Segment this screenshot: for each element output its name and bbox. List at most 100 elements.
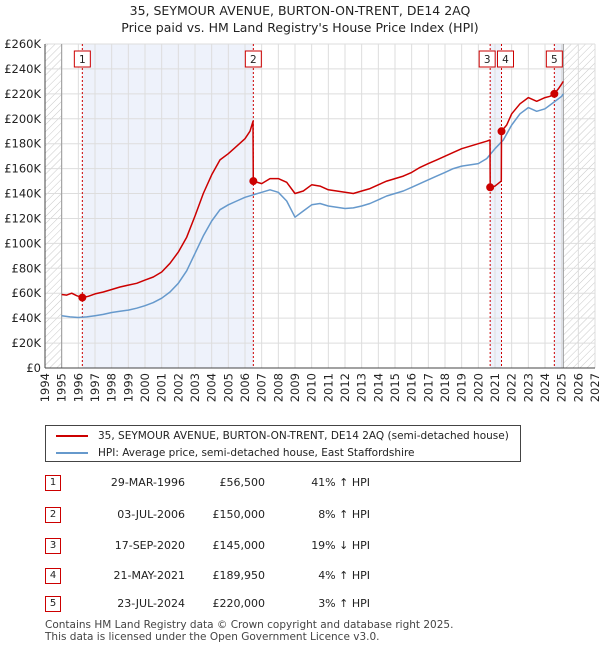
sale-label-box-border <box>545 50 563 68</box>
sale-date: 23-JUL-2024 <box>117 597 185 610</box>
sale-label-number: 3 <box>484 54 491 66</box>
x-tick-label: 2016 <box>405 373 419 402</box>
x-tick-label: 2018 <box>438 373 452 402</box>
y-tick-label: £80K <box>12 261 42 275</box>
y-tick-label: £120K <box>4 211 41 225</box>
legend-label-hpi: HPI: Average price, semi-detached house,… <box>98 447 415 459</box>
x-tick-label: 2013 <box>355 373 369 402</box>
x-tick-label: 2023 <box>521 373 535 402</box>
sale-price: £56,500 <box>219 476 266 489</box>
y-tick-label: £200K <box>4 112 41 126</box>
shaded-ownership-period <box>490 44 502 368</box>
sale-point-marker <box>486 183 495 192</box>
y-tick-label: £180K <box>4 137 41 151</box>
x-tick-label: 1994 <box>38 373 52 402</box>
sale-label-box: 3 <box>478 50 496 68</box>
chart-title-line-1: 35, SEYMOUR AVENUE, BURTON-ON-TRENT, DE1… <box>129 3 471 18</box>
sale-price: £220,000 <box>212 597 266 610</box>
shaded-ownership-period <box>554 44 564 368</box>
sale-marker-badge: 4 <box>45 568 61 584</box>
x-tick-label: 2003 <box>188 373 202 402</box>
x-tick-label: 1999 <box>121 373 135 402</box>
chart-title-line-2: Price paid vs. HM Land Registry's House … <box>121 20 479 35</box>
sale-label-box: 4 <box>497 50 514 68</box>
y-tick-label: £100K <box>4 236 41 250</box>
y-tick-label: £40K <box>12 311 42 325</box>
chart-title: 35, SEYMOUR AVENUE, BURTON-ON-TRENT, DE1… <box>0 2 600 36</box>
sale-label-box-border <box>497 50 514 68</box>
legend-label-property: 35, SEYMOUR AVENUE, BURTON-ON-TRENT, DE1… <box>98 430 509 442</box>
x-tick-label: 2002 <box>171 373 185 402</box>
x-tick-label: 2006 <box>238 373 252 402</box>
x-tick-label: 2027 <box>588 373 600 402</box>
series-line-hpi <box>61 93 564 319</box>
y-tick-label: £20K <box>12 336 42 350</box>
y-tick-label: £160K <box>4 162 41 176</box>
x-tick-label: 2009 <box>288 373 302 402</box>
sale-hpi-diff: 3% ↑ HPI <box>318 597 370 610</box>
legend-swatch-hpi <box>56 452 88 454</box>
sale-marker-badge: 2 <box>45 507 61 523</box>
footer-copyright: Contains HM Land Registry data © Crown c… <box>45 619 454 631</box>
x-tick-label: 2025 <box>555 373 569 402</box>
x-tick-label: 2000 <box>138 373 152 402</box>
x-tick-label: 2012 <box>338 373 352 402</box>
legend: 35, SEYMOUR AVENUE, BURTON-ON-TRENT, DE1… <box>45 425 521 462</box>
sale-point-marker <box>497 127 506 136</box>
table-row: 3 17-SEP-2020 £145,000 19% ↓ HPI <box>0 536 600 556</box>
x-tick-label: 2021 <box>488 373 502 402</box>
x-tick-label: 1998 <box>105 373 119 402</box>
x-tick-label: 2020 <box>471 373 485 402</box>
sale-point-marker <box>78 293 87 302</box>
sale-label-number: 2 <box>250 54 257 66</box>
series-line-property <box>61 80 564 299</box>
sale-label-box: 2 <box>244 50 262 68</box>
x-tick-label: 2005 <box>221 373 235 402</box>
x-tick-label: 2008 <box>271 373 285 402</box>
y-tick-label: £140K <box>4 187 41 201</box>
sale-hpi-diff: 4% ↑ HPI <box>318 569 370 582</box>
x-tick-label: 2017 <box>421 373 435 402</box>
sale-date: 21-MAY-2021 <box>113 569 185 582</box>
x-tick-label: 2004 <box>205 373 219 402</box>
y-tick-label: £0 <box>26 361 41 375</box>
x-tick-label: 2022 <box>505 373 519 402</box>
hatched-no-data-area <box>45 44 62 368</box>
x-tick-label: 2014 <box>371 373 385 402</box>
x-tick-label: 2026 <box>571 373 585 402</box>
sale-hpi-diff: 8% ↑ HPI <box>318 508 370 521</box>
sale-label-number: 1 <box>79 54 86 66</box>
footer: Contains HM Land Registry data © Crown c… <box>45 619 453 643</box>
x-tick-label: 2015 <box>388 373 402 402</box>
sale-label-box-border <box>478 50 496 68</box>
sale-label-box: 1 <box>73 50 91 68</box>
table-row: 1 29-MAR-1996 £56,500 41% ↑ HPI <box>0 473 600 493</box>
legend-swatch-property <box>56 435 88 437</box>
price-chart: 1 2 3 4 5 £0 £20K £40K £60K £80K £100K £120K £140K £1… <box>4 37 600 402</box>
x-tick-label: 2007 <box>255 373 269 402</box>
sale-marker-badge: 3 <box>45 538 61 554</box>
sale-hpi-diff: 41% ↑ HPI <box>311 476 370 489</box>
sale-price: £145,000 <box>212 539 266 552</box>
sale-marker-badge: 5 <box>45 596 61 612</box>
hatched-forecast-area <box>563 44 595 368</box>
x-tick-label: 2011 <box>321 373 335 402</box>
table-row: 4 21-MAY-2021 £189,950 4% ↑ HPI <box>0 566 600 586</box>
x-tick-label: 1995 <box>55 373 69 402</box>
x-tick-label: 2010 <box>305 373 319 402</box>
sale-label-number: 5 <box>551 54 558 66</box>
sale-marker-badge: 1 <box>45 475 61 491</box>
table-row: 2 03-JUL-2006 £150,000 8% ↑ HPI <box>0 505 600 525</box>
sale-date: 17-SEP-2020 <box>114 539 185 552</box>
x-tick-label: 1997 <box>88 373 102 402</box>
sale-price: £150,000 <box>212 508 266 521</box>
x-tick-label: 2001 <box>155 373 169 402</box>
sale-label-number: 4 <box>502 54 509 66</box>
y-tick-label: £60K <box>12 286 42 300</box>
sale-point-marker <box>249 177 258 186</box>
sale-label-box-border <box>244 50 262 68</box>
table-row: 5 23-JUL-2024 £220,000 3% ↑ HPI <box>0 594 600 614</box>
sale-price: £189,950 <box>212 569 266 582</box>
x-tick-label: 1996 <box>71 373 85 402</box>
x-tick-label: 2019 <box>455 373 469 402</box>
